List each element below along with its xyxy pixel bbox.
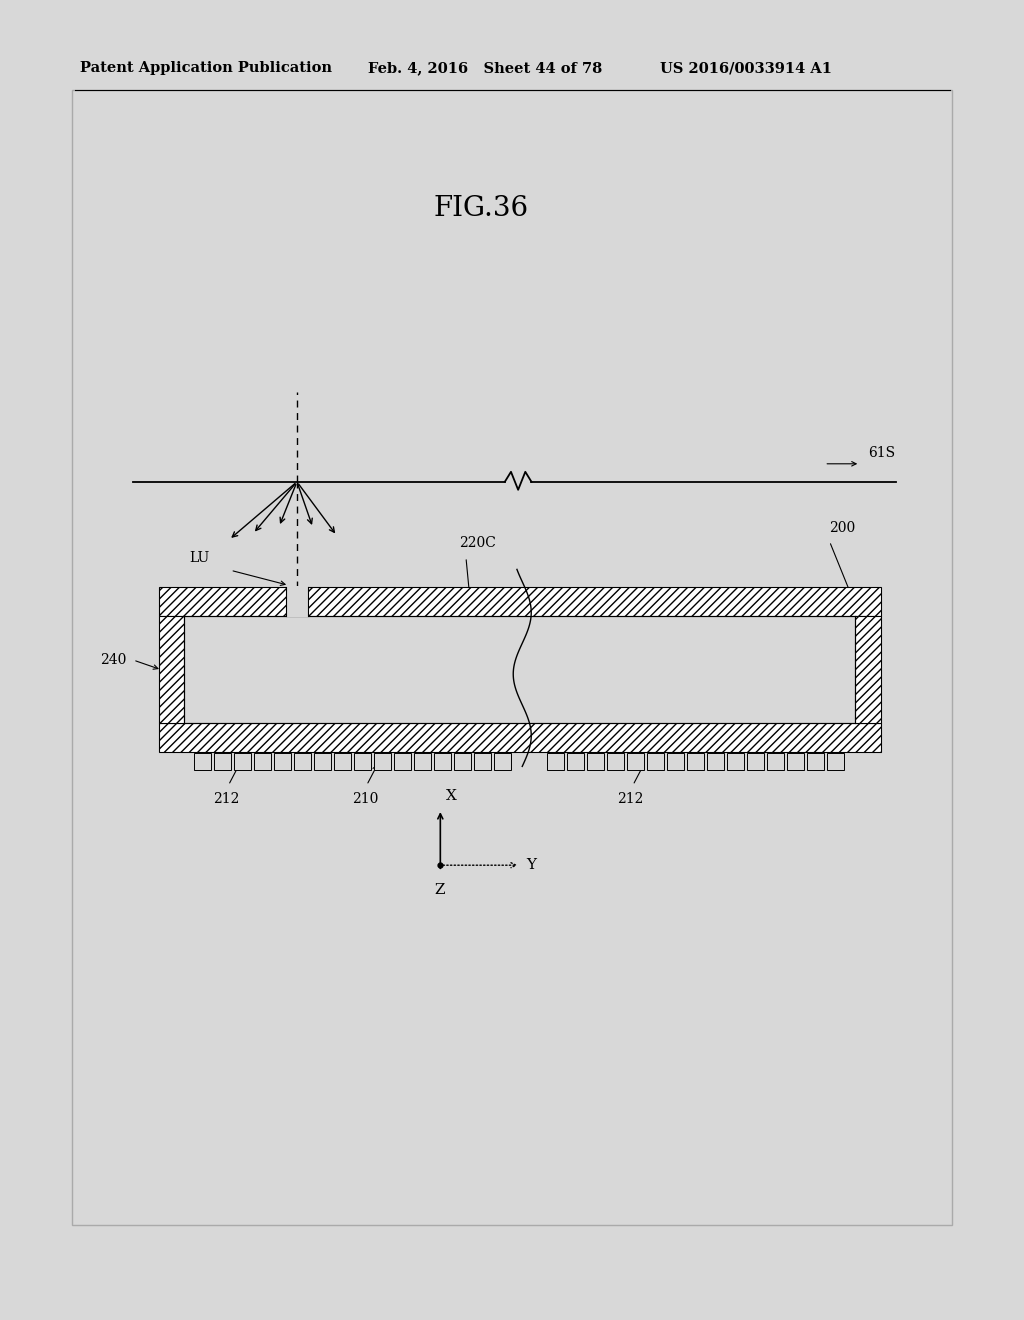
Bar — [727, 754, 744, 771]
Bar — [334, 754, 351, 771]
Text: Y: Y — [526, 858, 537, 873]
Text: 212: 212 — [617, 792, 644, 807]
Bar — [375, 754, 391, 771]
Bar — [668, 754, 684, 771]
Bar — [474, 754, 492, 771]
Bar — [72, 90, 952, 1225]
Text: 61S: 61S — [868, 446, 895, 459]
Bar — [434, 754, 452, 771]
Bar — [286, 586, 308, 618]
Bar — [827, 754, 844, 771]
Bar — [159, 587, 881, 616]
Text: X: X — [446, 789, 457, 803]
Text: 200: 200 — [829, 520, 856, 535]
Bar — [587, 754, 604, 771]
Bar — [254, 754, 271, 771]
Text: FIG.36: FIG.36 — [434, 195, 528, 222]
Bar — [567, 754, 585, 771]
Bar — [214, 754, 231, 771]
Bar — [787, 754, 804, 771]
Text: Z: Z — [434, 883, 444, 898]
Text: 210: 210 — [352, 792, 379, 807]
Bar — [159, 616, 184, 723]
Bar — [294, 754, 311, 771]
Bar — [455, 754, 471, 771]
Bar — [708, 754, 724, 771]
Bar — [234, 754, 251, 771]
Bar — [748, 754, 764, 771]
Bar — [628, 754, 644, 771]
Bar — [415, 754, 431, 771]
Bar — [607, 754, 625, 771]
Bar — [354, 754, 372, 771]
Bar — [767, 754, 784, 771]
Text: Feb. 4, 2016   Sheet 44 of 78: Feb. 4, 2016 Sheet 44 of 78 — [368, 61, 602, 75]
Text: LU: LU — [189, 550, 210, 565]
Bar — [647, 754, 665, 771]
Bar — [184, 616, 855, 723]
Text: 212: 212 — [213, 792, 240, 807]
Bar — [807, 754, 824, 771]
Bar — [195, 754, 211, 771]
Bar — [547, 754, 564, 771]
Bar — [314, 754, 332, 771]
Bar — [274, 754, 291, 771]
Bar — [855, 616, 881, 723]
Text: US 2016/0033914 A1: US 2016/0033914 A1 — [660, 61, 831, 75]
Bar — [159, 723, 881, 752]
Bar — [495, 754, 511, 771]
Text: 220C: 220C — [459, 536, 496, 550]
Text: Patent Application Publication: Patent Application Publication — [80, 61, 332, 75]
Bar — [687, 754, 705, 771]
Text: 240: 240 — [100, 653, 127, 667]
Bar — [394, 754, 412, 771]
